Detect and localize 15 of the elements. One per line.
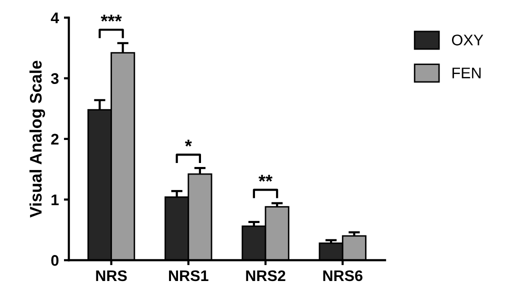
y-tick-label: 1 bbox=[52, 194, 59, 206]
annotation: ** bbox=[258, 174, 273, 182]
y-tick-label: 3 bbox=[50, 73, 59, 84]
y-tick-label: 2 bbox=[51, 134, 59, 144]
x-tick-label: NRS bbox=[96, 270, 127, 282]
annotation: * bbox=[184, 140, 192, 146]
x-tick-label: NRS1 bbox=[169, 270, 208, 282]
y-tick-label: 0 bbox=[51, 255, 58, 266]
legend-label: FEN bbox=[452, 68, 481, 78]
x-tick-label: NRS2 bbox=[246, 270, 286, 282]
annotation: *** bbox=[100, 14, 122, 22]
y-axis-title: Visual Analog Scale bbox=[29, 60, 46, 218]
y-tick-label: 4 bbox=[50, 12, 60, 24]
legend-label: OXY bbox=[452, 34, 484, 46]
x-tick-label: NRS6 bbox=[323, 270, 362, 282]
